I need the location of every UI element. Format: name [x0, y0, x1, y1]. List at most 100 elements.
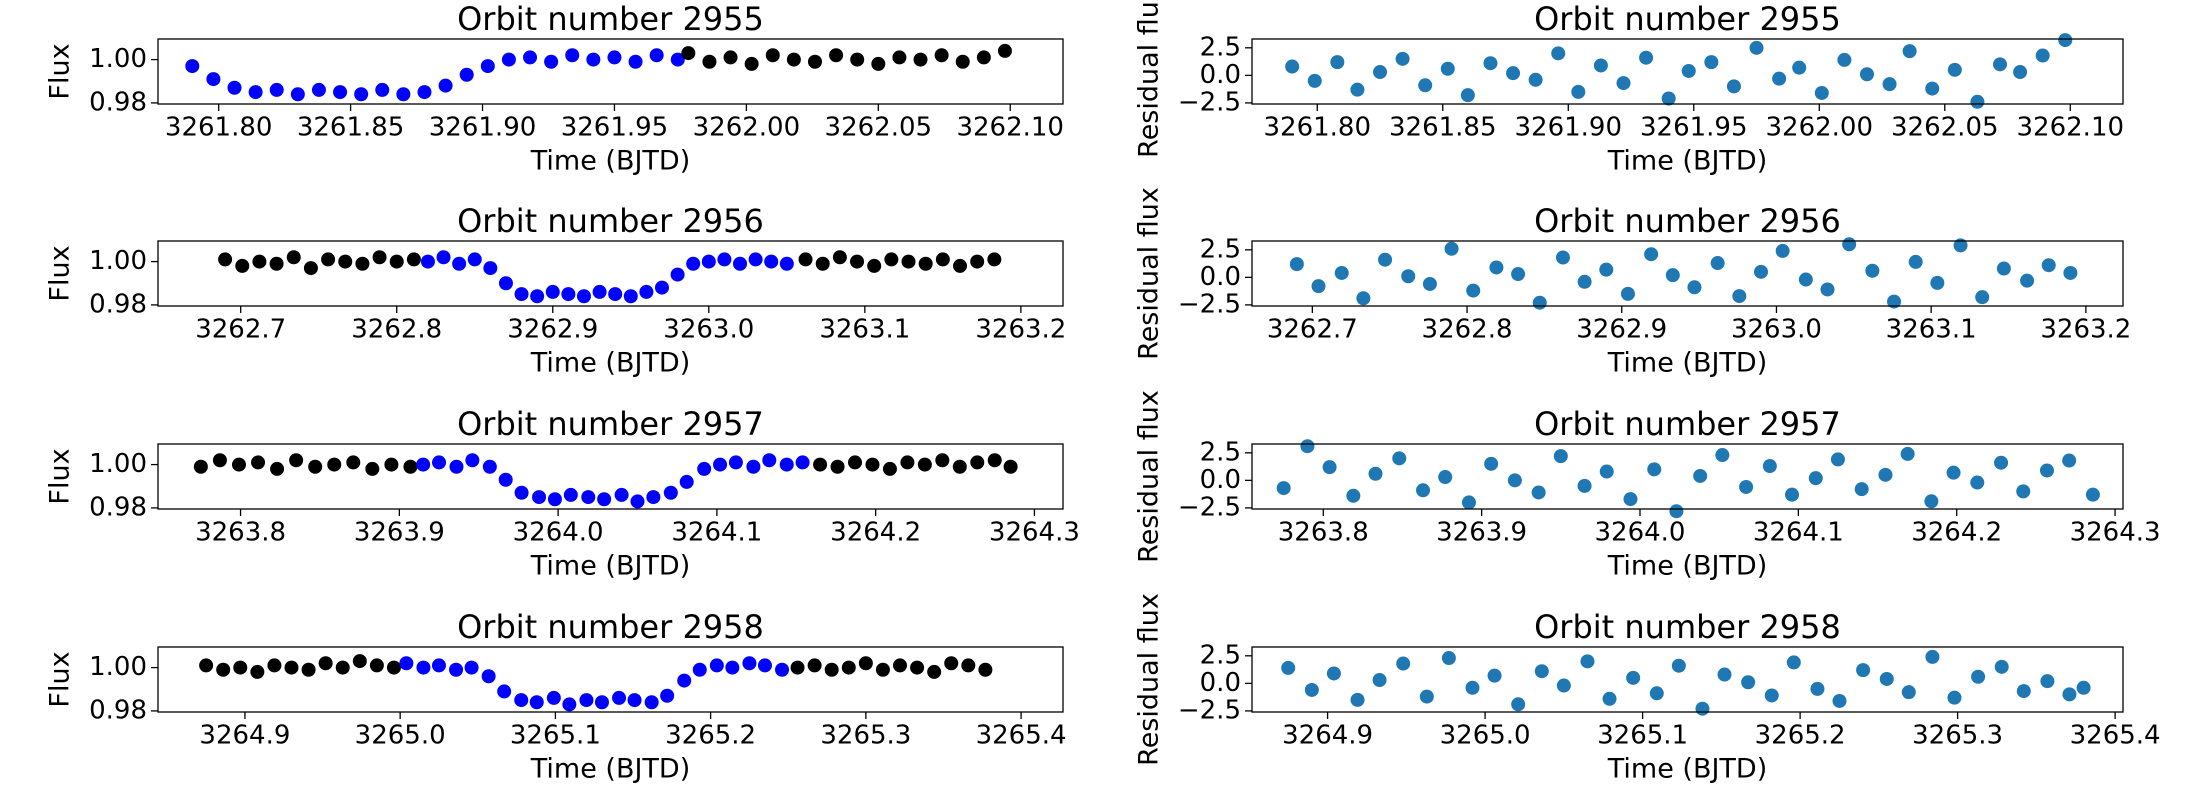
x-tick-label: 3261.80: [1263, 113, 1371, 143]
data-point: [630, 494, 645, 509]
data-point: [199, 658, 214, 673]
x-axis-label: Time (BJTD): [1607, 146, 1768, 177]
data-point: [757, 658, 772, 673]
data-point: [927, 664, 942, 679]
data-point: [250, 664, 265, 679]
data-point: [2016, 684, 2031, 699]
data-point: [961, 658, 976, 673]
data-point: [692, 662, 707, 677]
data-point: [1749, 40, 1764, 55]
x-tick-label: 3265.0: [355, 721, 446, 751]
data-point: [1326, 666, 1341, 681]
data-point: [290, 87, 305, 102]
data-point: [467, 252, 482, 267]
data-point: [1556, 678, 1571, 693]
x-tick-label: 3262.8: [1422, 315, 1513, 345]
data-point: [1289, 257, 1304, 272]
data-point: [1528, 72, 1543, 87]
data-point: [1626, 670, 1641, 685]
data-point: [1438, 470, 1453, 485]
data-point: [193, 459, 208, 474]
y-tick-label: 2.5: [1200, 640, 1241, 670]
data-point: [452, 256, 467, 271]
data-point: [1511, 697, 1526, 712]
data-point: [1842, 237, 1857, 252]
data-point: [1401, 269, 1416, 284]
data-point: [1285, 59, 1300, 74]
data-point: [1644, 247, 1659, 262]
x-tick-label: 3263.8: [195, 518, 286, 548]
data-point: [1837, 52, 1852, 67]
data-point: [497, 684, 512, 699]
data-point: [1900, 446, 1915, 461]
y-tick-label: 0.0: [1200, 668, 1241, 698]
data-point: [713, 457, 728, 472]
x-tick-label: 3264.0: [1594, 518, 1685, 548]
data-point: [607, 50, 622, 65]
data-point: [369, 658, 384, 673]
y-tick-label: −2.5: [1178, 492, 1241, 522]
data-point: [1924, 494, 1939, 509]
data-point: [1483, 56, 1498, 71]
data-point: [1484, 456, 1499, 471]
x-tick-label: 3265.0: [1440, 721, 1531, 751]
data-point: [2013, 65, 2028, 80]
x-tick-label: 3261.95: [1640, 113, 1748, 143]
data-point: [1616, 76, 1631, 91]
axes-frame: [157, 646, 1064, 713]
data-point: [1975, 290, 1990, 305]
data-point: [365, 461, 380, 476]
data-point: [206, 72, 221, 87]
data-point: [813, 457, 828, 472]
y-axis-label: Flux: [45, 43, 76, 99]
data-point: [406, 252, 421, 267]
data-point: [1639, 50, 1654, 65]
data-point: [1580, 654, 1595, 669]
x-tick-label: 3264.0: [513, 518, 604, 548]
x-tick-label: 3263.9: [1436, 518, 1527, 548]
y-tick-label: 0.98: [89, 289, 147, 319]
x-tick-label: 3265.1: [510, 721, 601, 751]
data-point: [1649, 686, 1664, 701]
data-point: [1487, 668, 1502, 683]
data-point: [654, 280, 669, 295]
data-point: [449, 459, 464, 474]
data-point: [563, 487, 578, 502]
data-point: [218, 252, 233, 267]
data-point: [1551, 46, 1566, 61]
data-point: [303, 261, 318, 276]
y-tick-label: 2.5: [1200, 437, 1241, 467]
data-point: [529, 695, 544, 710]
x-tick-label: 3262.7: [195, 315, 286, 345]
x-tick-label: 3265.3: [1912, 721, 2003, 751]
data-point: [1687, 280, 1702, 295]
data-point: [1810, 681, 1825, 696]
data-point: [1993, 57, 2008, 72]
data-point: [858, 656, 873, 671]
data-point: [717, 252, 732, 267]
data-point: [790, 660, 805, 675]
data-point: [1350, 692, 1365, 707]
x-axis-label: Time (BJTD): [530, 551, 691, 582]
data-point: [465, 453, 480, 468]
data-point: [1571, 84, 1586, 99]
x-tick-label: 3263.0: [1731, 315, 1822, 345]
y-tick-label: 0.0: [1200, 262, 1241, 292]
data-point: [670, 52, 685, 67]
x-tick-label: 3261.85: [1389, 113, 1497, 143]
data-point: [850, 254, 865, 269]
data-point: [893, 658, 908, 673]
y-axis-label: Residual flux: [1134, 0, 1165, 158]
y-tick-label: 2.5: [1200, 234, 1241, 264]
y-tick-label: 1.00: [89, 246, 147, 276]
data-point: [1350, 82, 1365, 97]
data-point: [1732, 289, 1747, 304]
data-point: [346, 455, 361, 470]
data-point: [1416, 483, 1431, 498]
data-point: [501, 52, 516, 67]
x-tick-label: 3263.1: [1886, 315, 1977, 345]
data-point: [233, 660, 248, 675]
data-point: [1511, 267, 1526, 282]
y-tick-label: 0.0: [1200, 465, 1241, 495]
data-point: [579, 693, 594, 708]
